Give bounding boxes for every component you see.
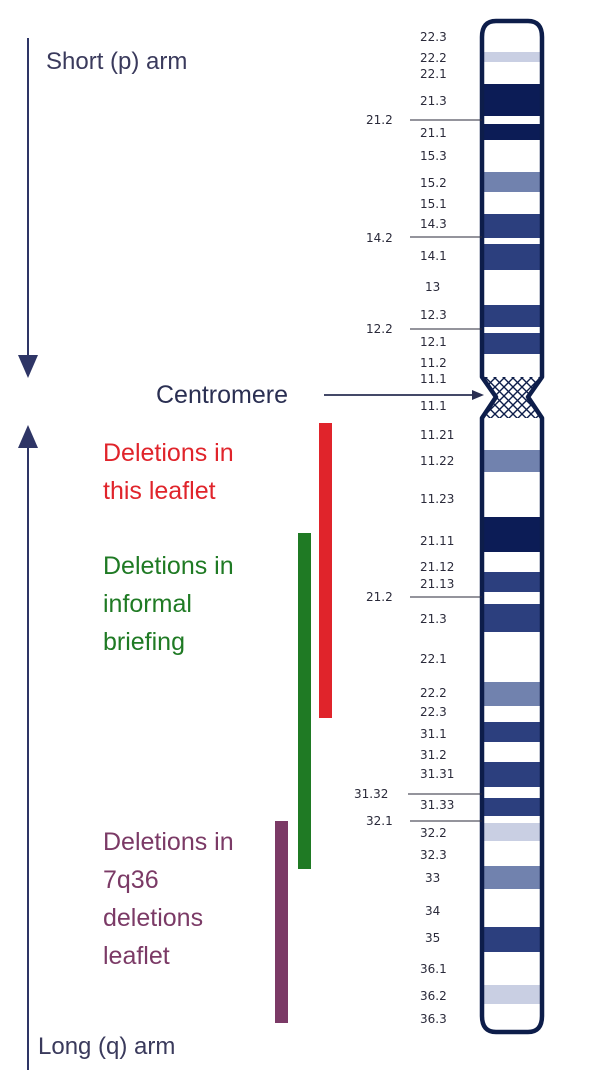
band-label: 11.21 (420, 428, 455, 442)
p-band-14-1 (482, 244, 542, 270)
band-label: 34 (425, 904, 441, 918)
q-band-31-31 (482, 762, 542, 787)
centromere-label: Centromere (156, 381, 288, 409)
band-label: 15.1 (420, 197, 447, 211)
band-label: 21.1 (420, 126, 447, 140)
band-label: 31.31 (420, 767, 455, 781)
band-label: 14.2 (366, 231, 393, 245)
deletion-label-informal-briefing: Deletions in informal briefing (103, 547, 234, 661)
deletion-label-line: leaflet (103, 942, 170, 970)
band-label: 36.1 (420, 962, 447, 976)
band-label: 12.1 (420, 335, 447, 349)
band-label: 32.1 (366, 814, 393, 828)
deletion-label-line: Deletions in (103, 828, 234, 856)
band-label: 11.1 (420, 372, 447, 386)
q-band-22-2 (482, 682, 542, 706)
band-label: 22.3 (420, 30, 447, 44)
p-band-14-3 (482, 214, 542, 238)
band-label: 21.11 (420, 534, 455, 548)
chromosome-outline (479, 18, 545, 1035)
deletion-bar-this-leaflet (319, 423, 332, 718)
band-label: 33 (425, 871, 441, 885)
band-label: 22.2 (420, 51, 447, 65)
band-label: 36.2 (420, 989, 447, 1003)
p-band-12-3 (482, 305, 542, 327)
band-label: 35 (425, 931, 441, 945)
q-band-21-3 (482, 604, 542, 632)
band-label: 32.2 (420, 826, 447, 840)
band-label: 21.3 (420, 612, 447, 626)
deletion-bar-7q36-leaflet (275, 821, 288, 1023)
long-arm-label: Long (q) arm (38, 1033, 176, 1060)
band-label: 22.1 (420, 652, 447, 666)
band-label: 12.2 (366, 322, 393, 336)
band-layer (482, 52, 542, 1004)
q-band-11-22 (482, 450, 542, 472)
deletion-bar-informal-briefing (298, 533, 311, 869)
band-label: 11.1 (420, 399, 447, 413)
band-label: 11.23 (420, 492, 455, 506)
short-arm-label: Short (p) arm (46, 48, 188, 75)
q-band-31-1 (482, 722, 542, 742)
band-label: 15.2 (420, 176, 447, 190)
band-label: 36.3 (420, 1012, 447, 1026)
band-label: 31.33 (420, 798, 455, 812)
band-label: 32.3 (420, 848, 447, 862)
p-band-12-1 (482, 333, 542, 354)
deletion-label-line: 7q36 (103, 866, 159, 894)
band-label: 11.2 (420, 356, 447, 370)
q-band-21-11 (482, 517, 542, 552)
long-arm-arrowhead (18, 425, 38, 448)
p-band-21-1 (482, 124, 542, 140)
centromere-hatch (482, 377, 542, 418)
band-label: 15.3 (420, 149, 447, 163)
deletion-label-line: briefing (103, 628, 185, 656)
q-band-21-13 (482, 572, 542, 592)
q-band-31-33 (482, 798, 542, 816)
centromere-arrowhead (472, 390, 484, 400)
band-label: 21.13 (420, 577, 455, 591)
q-band-35 (482, 927, 542, 952)
deletion-label-7q36-leaflet: Deletions in 7q36 deletions leaflet (103, 823, 234, 975)
band-label: 11.22 (420, 454, 455, 468)
deletion-label-line: Deletions in (103, 552, 234, 580)
band-label: 14.1 (420, 249, 447, 263)
q-band-32-2 (482, 823, 542, 841)
deletion-label-this-leaflet: Deletions in this leaflet (103, 434, 234, 510)
band-label: 22.2 (420, 686, 447, 700)
p-band-22-2 (482, 52, 542, 62)
deletion-label-line: deletions (103, 904, 204, 932)
short-arm-arrowhead (18, 355, 38, 378)
band-label: 21.3 (420, 94, 447, 108)
band-label: 31.1 (420, 727, 447, 741)
band-label: 21.2 (366, 590, 393, 604)
p-band-15-2 (482, 172, 542, 192)
q-band-36-2 (482, 985, 542, 1004)
band-label: 22.3 (420, 705, 447, 719)
band-label: 21.12 (420, 560, 455, 574)
deletion-label-line: this leaflet (103, 477, 216, 505)
deletion-label-line: Deletions in (103, 439, 234, 467)
band-label: 21.2 (366, 113, 393, 127)
band-label: 22.1 (420, 67, 447, 81)
band-label: 13 (425, 280, 441, 294)
deletion-label-line: informal (103, 590, 192, 618)
band-label: 31.2 (420, 748, 447, 762)
q-band-33 (482, 866, 542, 889)
band-label: 14.3 (420, 217, 447, 231)
p-band-21-3 (482, 84, 542, 116)
band-label: 31.32 (354, 787, 389, 801)
band-label: 12.3 (420, 308, 447, 322)
